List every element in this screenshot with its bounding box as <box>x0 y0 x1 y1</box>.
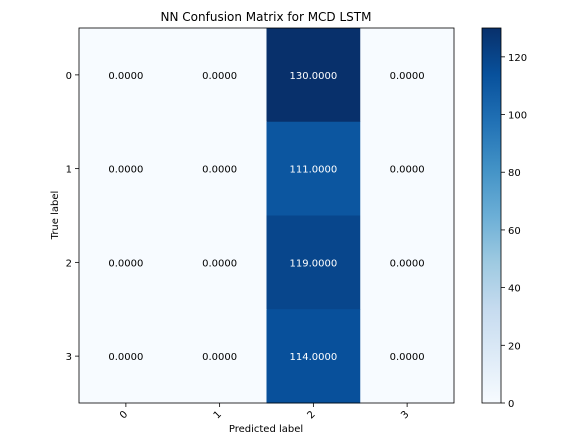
heatmap-cell-3-0 <box>79 309 174 404</box>
y-tick-label-1: 1 <box>66 165 72 176</box>
colorbar-ticks: 0 20 40 60 80 100 120 <box>501 53 527 410</box>
cell-value-label-1-0: 0.0000 <box>108 165 143 176</box>
heatmap-cell-1-0 <box>79 121 174 216</box>
heatmap-cell-2-0 <box>79 215 174 310</box>
colorbar-tick-label-2: 40 <box>508 284 521 295</box>
y-axis-ticks: 0 1 2 3 <box>66 71 79 363</box>
cell-value-label-0-2: 130.0000 <box>290 71 338 82</box>
chart-title: NN Confusion Matrix for MCD LSTM <box>161 10 372 24</box>
heatmap-cell-3-3 <box>360 309 455 404</box>
cell-value-label-3-3: 0.0000 <box>390 352 425 363</box>
heatmap-cell-1-3 <box>360 121 455 216</box>
colorbar-tick-label-5: 100 <box>508 111 527 122</box>
heatmap-cell-1-1 <box>172 121 267 216</box>
y-tick-label-2: 2 <box>66 258 72 269</box>
cell-value-label-2-2: 119.0000 <box>290 258 338 269</box>
heatmap-cell-2-3 <box>360 215 455 310</box>
colorbar-tick-label-4: 80 <box>508 168 521 179</box>
x-tick-label-3: 3 <box>399 409 411 421</box>
cell-value-label-3-0: 0.0000 <box>108 352 143 363</box>
y-axis-label: True label <box>50 191 61 241</box>
colorbar-tick-label-6: 120 <box>508 53 527 64</box>
x-axis-label: Predicted label <box>229 424 303 432</box>
x-axis-ticks: 0 1 2 3 <box>118 403 412 421</box>
cell-value-label-3-1: 0.0000 <box>202 352 237 363</box>
y-tick-label-0: 0 <box>66 71 72 82</box>
cell-value-label-0-3: 0.0000 <box>390 71 425 82</box>
heatmap-cell-2-1 <box>172 215 267 310</box>
colorbar-tick-label-3: 60 <box>508 226 521 237</box>
cell-value-label-0-0: 0.0000 <box>108 71 143 82</box>
cell-value-label-2-3: 0.0000 <box>390 258 425 269</box>
plot-frame <box>78 27 455 404</box>
colorbar: 0 20 40 60 80 100 120 <box>481 27 527 410</box>
heatmap-cell-3-2 <box>266 309 361 404</box>
cell-value-label-1-3: 0.0000 <box>390 165 425 176</box>
y-tick-label-3: 3 <box>66 352 72 363</box>
heatmap-cell-1-2 <box>266 121 361 216</box>
heatmap-cell-2-2 <box>266 215 361 310</box>
colorbar-tick-label-1: 20 <box>508 341 521 352</box>
heatmap-cell-3-1 <box>172 309 267 404</box>
cell-value-labels: 0.0000 0.0000 130.0000 0.0000 0.0000 0.0000 11… <box>108 71 424 363</box>
heatmap-cell-0-3 <box>360 28 455 123</box>
x-tick-label-2: 2 <box>305 409 317 421</box>
heatmap-cell-0-0 <box>79 28 174 123</box>
cell-value-label-1-2: 111.0000 <box>290 165 338 176</box>
colorbar-gradient <box>481 27 502 404</box>
cell-value-label-2-0: 0.0000 <box>108 258 143 269</box>
cell-value-label-1-1: 0.0000 <box>202 165 237 176</box>
heatmap-cell-0-1 <box>172 28 267 123</box>
cell-value-label-3-2: 114.0000 <box>290 352 338 363</box>
heatmap-cells <box>79 28 455 404</box>
colorbar-tick-label-0: 0 <box>508 399 514 410</box>
x-tick-label-0: 0 <box>118 409 130 421</box>
x-tick-label-1: 1 <box>212 409 224 421</box>
cell-value-label-0-1: 0.0000 <box>202 71 237 82</box>
heatmap-cell-0-2 <box>266 28 361 123</box>
cell-value-label-2-1: 0.0000 <box>202 258 237 269</box>
